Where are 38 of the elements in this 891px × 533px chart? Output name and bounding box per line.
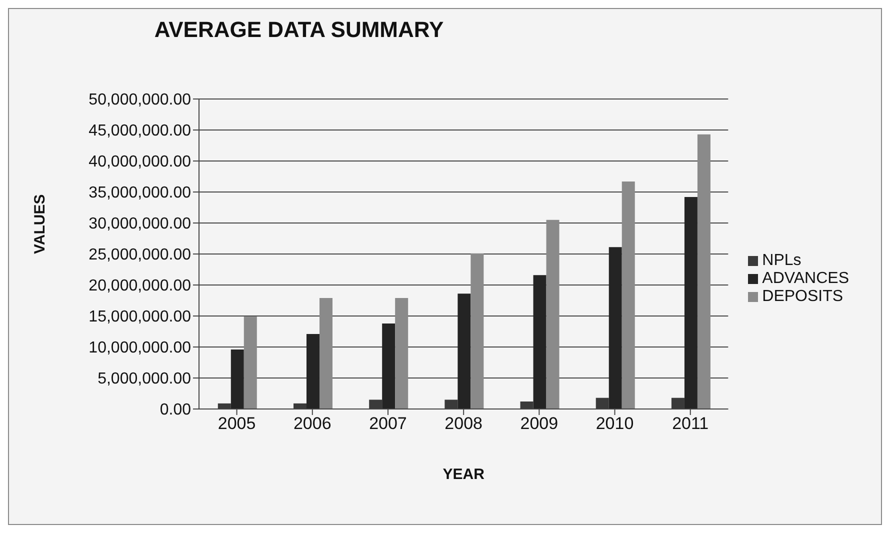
legend-label: NPLs	[762, 252, 802, 269]
bar	[306, 334, 320, 409]
y-tick-label: 10,000,000.00	[88, 340, 192, 357]
bar	[230, 349, 244, 409]
bar	[697, 134, 710, 409]
x-tick-label: 2008	[444, 414, 482, 434]
legend-label: ADVANCES	[762, 270, 849, 287]
bar	[319, 298, 332, 409]
bar	[470, 253, 484, 409]
x-tick-label: 2011	[672, 414, 709, 434]
y-tick-label: 0.00	[160, 402, 192, 419]
x-tick-label: 2009	[520, 414, 558, 434]
bar	[458, 294, 471, 409]
bar	[684, 196, 698, 409]
legend-label: DEPOSITS	[762, 288, 844, 305]
x-tick-label: 2007	[369, 414, 407, 434]
y-tick-label: 35,000,000.00	[88, 184, 192, 202]
bar	[395, 298, 408, 409]
x-axis-title: YEAR	[442, 466, 485, 483]
bar	[608, 247, 622, 409]
bar	[244, 316, 257, 409]
x-tick-label: 2006	[293, 414, 332, 434]
y-tick-label: 40,000,000.00	[88, 154, 192, 171]
y-tick-label: 5,000,000.00	[98, 370, 192, 388]
x-tick-label: 2010	[596, 414, 634, 434]
bar	[382, 323, 396, 409]
y-axis-title: VALUES	[31, 194, 48, 254]
y-tick-label: 25,000,000.00	[88, 246, 192, 264]
bar	[533, 275, 546, 409]
bar	[622, 181, 635, 409]
y-tick-label: 20,000,000.00	[88, 278, 192, 295]
y-tick-label: 50,000,000.00	[88, 92, 192, 109]
y-tick-label: 45,000,000.00	[88, 122, 192, 140]
y-tick-label: 15,000,000.00	[88, 308, 192, 326]
y-tick-label: 30,000,000.00	[88, 216, 192, 233]
chart-title: AVERAGE DATA SUMMARY	[153, 17, 445, 43]
bar	[546, 220, 560, 409]
x-tick-label: 2005	[218, 414, 256, 434]
